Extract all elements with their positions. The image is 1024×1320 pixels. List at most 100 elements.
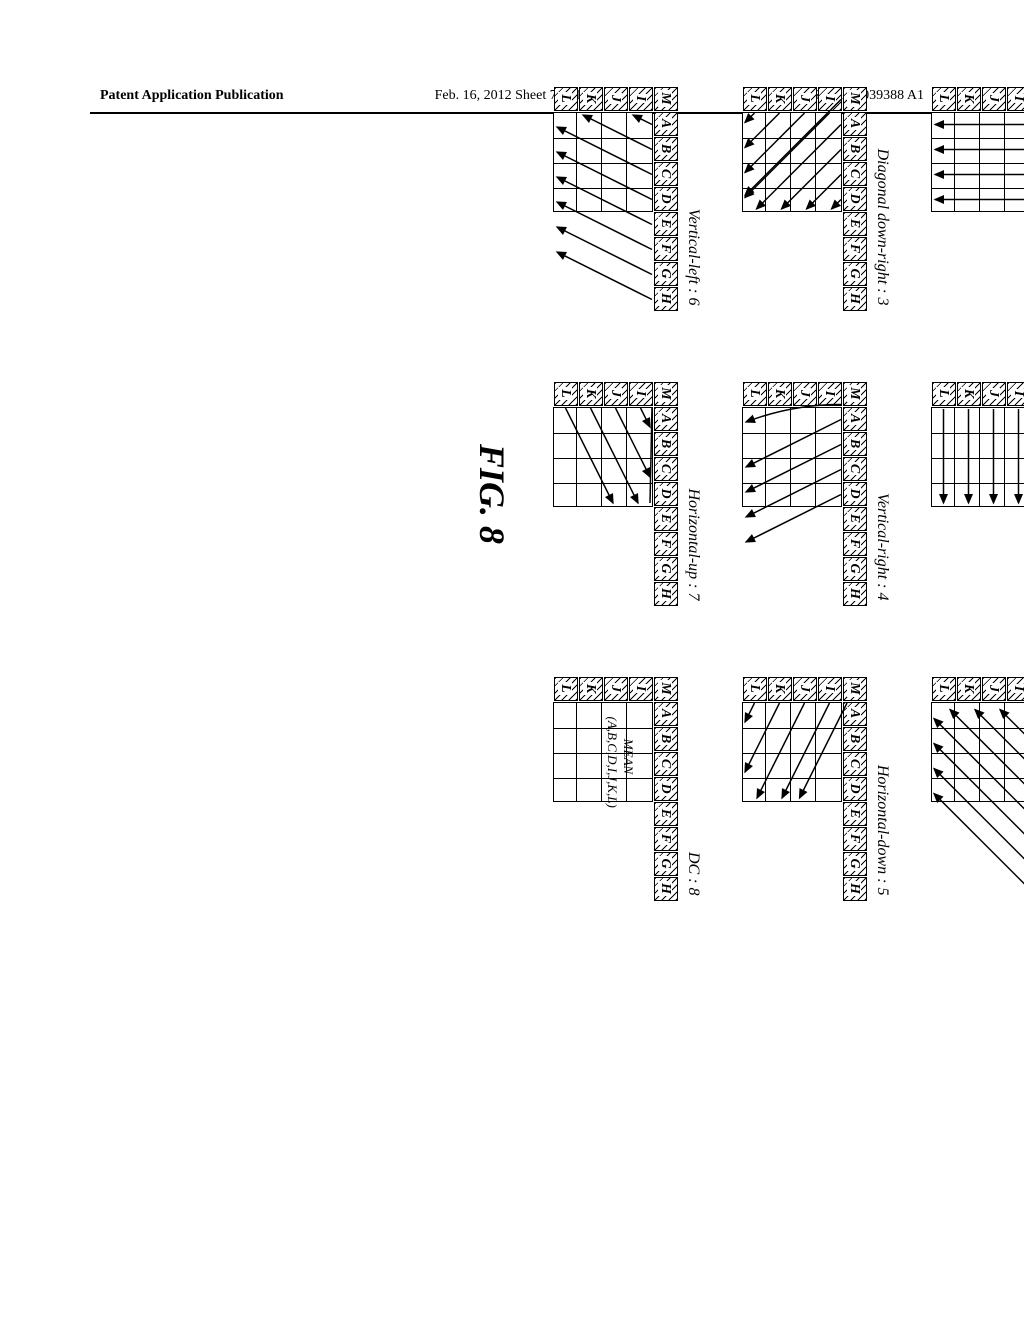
ref-cell-left: J	[982, 677, 1006, 701]
ref-cell-top: A	[843, 702, 867, 726]
ref-cell-left: L	[932, 677, 956, 701]
ref-cell-top: A	[654, 112, 678, 136]
rotated-figure: Vertical : 0MABCDEFGHIJKL Horizontal : 1…	[276, 0, 1024, 994]
panel-grid: Vertical : 0MABCDEFGHIJKL Horizontal : 1…	[553, 87, 1024, 902]
ref-cell-left: I	[1007, 677, 1024, 701]
ref-cell-left: K	[579, 87, 603, 111]
ref-cell-left: I	[629, 87, 653, 111]
prediction-block	[553, 112, 653, 212]
ref-cell-left: J	[604, 382, 628, 406]
panel-title: DC : 8	[684, 852, 702, 902]
ref-cell-left: J	[982, 87, 1006, 111]
grid: MABCDEFGHIJKL	[742, 382, 867, 607]
ref-cell-top: C	[843, 162, 867, 186]
ref-cell-top: D	[654, 187, 678, 211]
ref-cell-left: K	[579, 677, 603, 701]
ref-cell-left: I	[1007, 382, 1024, 406]
ref-cell-left: I	[629, 382, 653, 406]
ref-cell-left: K	[768, 87, 792, 111]
ref-cell-left: L	[743, 87, 767, 111]
prediction-mode-panel: Horizontal : 1MABCDEFGHIJKL	[931, 382, 1024, 607]
prediction-block	[742, 702, 842, 802]
ref-cell-left: I	[629, 677, 653, 701]
ref-cell-top: B	[843, 137, 867, 161]
grid: MABCDEFGHIJKL	[553, 382, 678, 607]
ref-cell-top: E	[843, 802, 867, 826]
panel-title: Vertical-left : 6	[684, 209, 702, 312]
ref-cell-left: L	[554, 87, 578, 111]
prediction-block	[742, 407, 842, 507]
ref-cell-top: H	[654, 287, 678, 311]
ref-cell-top: E	[654, 802, 678, 826]
ref-cell-top: D	[843, 482, 867, 506]
prediction-mode-panel: Diagonal down-right : 3MABCDEFGHIJKL	[742, 87, 891, 312]
ref-cell-top: B	[843, 727, 867, 751]
panel-row: Vertical-left : 6MABCDEFGHIJKL Horizonta…	[553, 87, 702, 902]
ref-cell-top: M	[654, 87, 678, 111]
ref-cell-top: F	[654, 237, 678, 261]
panel-title: Diagonal down-right : 3	[873, 149, 891, 312]
ref-cell-left: J	[982, 382, 1006, 406]
ref-cell-top: H	[843, 877, 867, 901]
ref-cell-left: L	[932, 87, 956, 111]
ref-cell-top: F	[843, 237, 867, 261]
ref-cell-left: K	[957, 677, 981, 701]
prediction-block	[931, 112, 1024, 212]
ref-cell-left: K	[579, 382, 603, 406]
panel-title: Horizontal-down : 5	[873, 765, 891, 902]
ref-cell-top: C	[654, 752, 678, 776]
ref-cell-top: M	[654, 677, 678, 701]
ref-cell-left: J	[604, 87, 628, 111]
ref-cell-left: K	[768, 382, 792, 406]
prediction-mode-panel: Vertical : 0MABCDEFGHIJKL	[931, 87, 1024, 312]
ref-cell-top: A	[654, 702, 678, 726]
ref-cell-top: G	[843, 852, 867, 876]
prediction-mode-panel: Vertical-right : 4MABCDEFGHIJKL	[742, 382, 891, 607]
ref-cell-top: H	[654, 582, 678, 606]
ref-cell-top: E	[843, 507, 867, 531]
prediction-block	[742, 112, 842, 212]
ref-cell-left: J	[604, 677, 628, 701]
grid: MABCDEFGHIJKLMEAN(A,B,C,D,I,J,K,L)	[553, 677, 678, 902]
ref-cell-top: F	[654, 532, 678, 556]
ref-cell-top: G	[654, 262, 678, 286]
ref-cell-left: J	[793, 382, 817, 406]
ref-cell-top: E	[843, 212, 867, 236]
ref-cell-top: M	[843, 87, 867, 111]
ref-cell-top: H	[654, 877, 678, 901]
ref-cell-left: L	[932, 382, 956, 406]
ref-cell-left: I	[818, 87, 842, 111]
ref-cell-left: I	[818, 677, 842, 701]
ref-cell-top: B	[654, 137, 678, 161]
ref-cell-left: L	[554, 677, 578, 701]
ref-cell-top: F	[654, 827, 678, 851]
ref-cell-top: C	[654, 162, 678, 186]
ref-cell-top: M	[843, 677, 867, 701]
ref-cell-top: G	[654, 557, 678, 581]
prediction-mode-panel: Vertical-left : 6 MABCDEFGH IJKL	[553, 87, 702, 312]
ref-cell-top: E	[654, 212, 678, 236]
prediction-mode-panel: Horizontal-up : 7MABCDEFGHIJKL	[553, 382, 702, 607]
grid: MABCDEFGHIJKL	[931, 677, 1024, 902]
ref-cell-left: I	[1007, 87, 1024, 111]
dc-mean-label: MEAN(A,B,C,D,I,J,K,L)	[604, 717, 636, 797]
ref-cell-top: G	[843, 262, 867, 286]
prediction-block	[553, 407, 653, 507]
ref-cell-left: K	[957, 382, 981, 406]
ref-cell-left: J	[793, 677, 817, 701]
panel-title: Horizontal-up : 7	[684, 489, 702, 607]
prediction-mode-panel: Diagonal down-left : 2MABCDEFGHIJKL	[931, 677, 1024, 902]
ref-cell-top: M	[843, 382, 867, 406]
grid: MABCDEFGH IJKL	[553, 87, 678, 312]
ref-cell-top: D	[843, 777, 867, 801]
ref-cell-top: A	[843, 112, 867, 136]
header-left: Patent Application Publication	[100, 88, 284, 104]
ref-cell-top: D	[843, 187, 867, 211]
ref-cell-left: L	[743, 677, 767, 701]
panel-row: Diagonal down-right : 3MABCDEFGHIJKL Ver…	[742, 87, 891, 902]
ref-cell-left: I	[818, 382, 842, 406]
ref-cell-top: B	[654, 432, 678, 456]
ref-cell-top: H	[843, 287, 867, 311]
ref-cell-top: B	[843, 432, 867, 456]
panel-row: Vertical : 0MABCDEFGHIJKL Horizontal : 1…	[931, 87, 1024, 902]
